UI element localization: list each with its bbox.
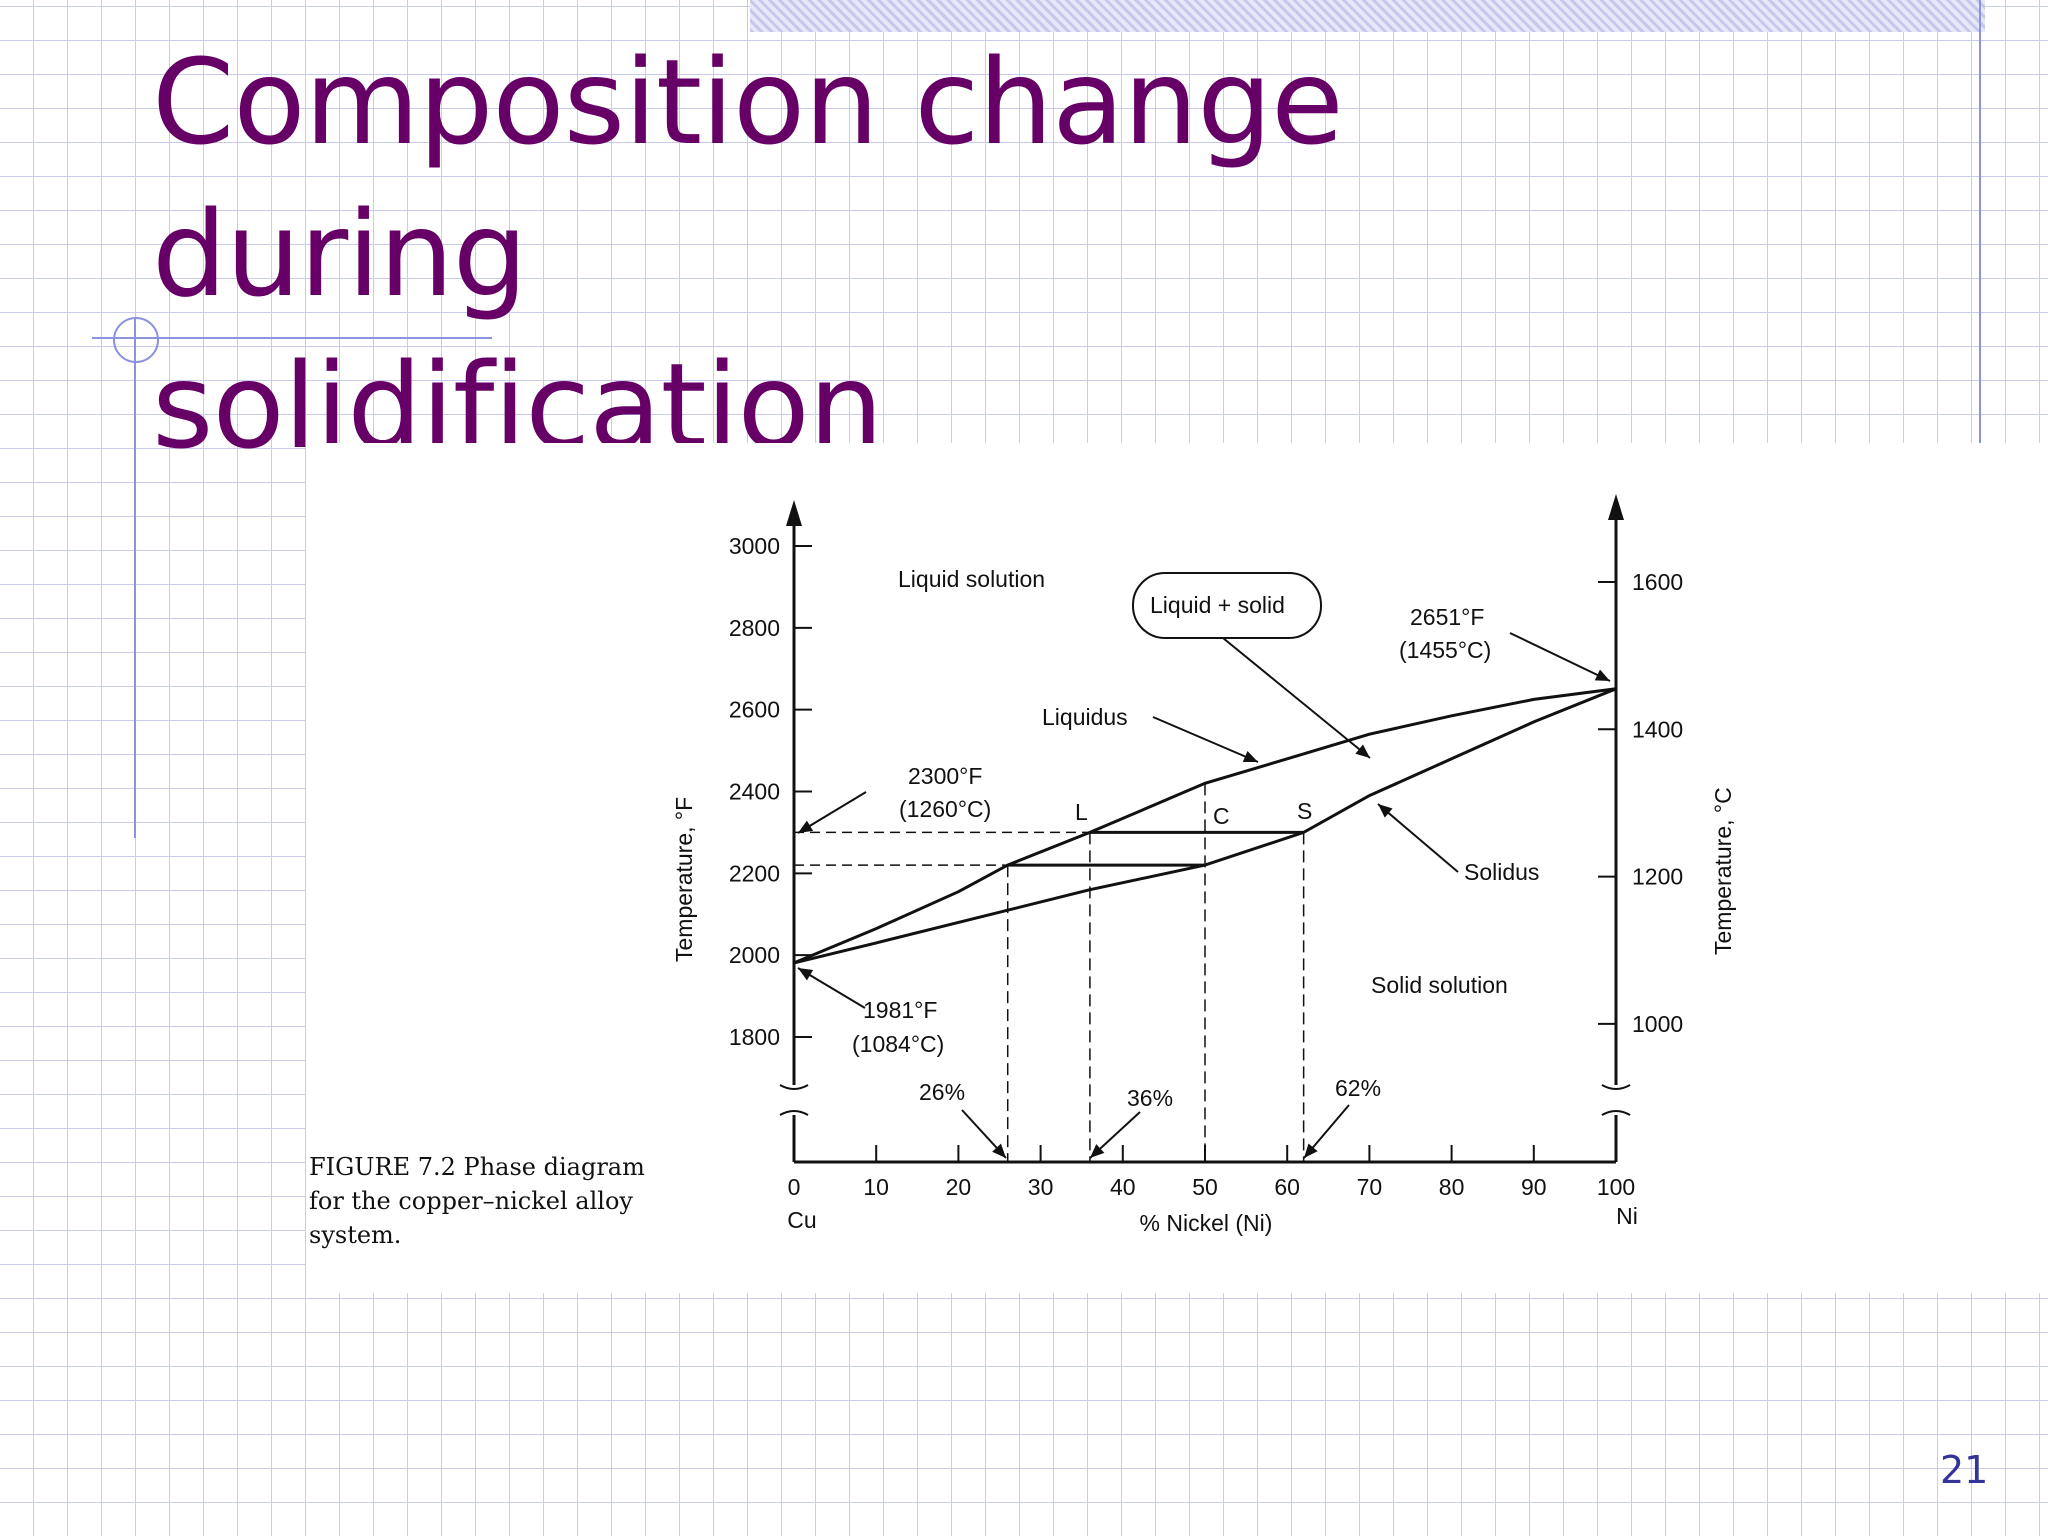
point-label-s: S (1297, 798, 1312, 824)
annotation-leader-line (1222, 637, 1371, 759)
series-line-liquidus (793, 687, 1617, 965)
y-tick-label-right: 1000 (1632, 1011, 1683, 1037)
x-tick-label: 100 (1597, 1174, 1635, 1200)
region-label-solid: Solid solution (1371, 972, 1508, 998)
y-tick-label-left: 1800 (729, 1024, 780, 1050)
annotation-pct62: 62% (1335, 1075, 1381, 1101)
x-tick-label: 90 (1521, 1174, 1547, 1200)
arrowhead-icon (1594, 669, 1610, 681)
region-label-liquid: Liquid solution (898, 566, 1045, 592)
axis-break-icon (779, 1084, 809, 1116)
annotation-2300-c: (1260°C) (899, 796, 991, 822)
y-axis-label-right: Temperature, °C (1710, 787, 1736, 955)
axis-break-icon (1601, 1084, 1631, 1116)
decoration-line-left (134, 318, 136, 838)
y-tick-label-left: 2800 (729, 615, 780, 641)
slide-title: Composition change during solidification (152, 26, 1752, 482)
arrowhead-icon (1355, 744, 1370, 758)
x-tick-label: 20 (946, 1174, 972, 1200)
arrow-up-icon (1608, 494, 1624, 520)
y-axis-label-left: Temperature, °F (671, 797, 697, 962)
slide-title-line1: Composition change during (152, 33, 1344, 323)
annotation-cu-melt-f: 1981°F (863, 997, 937, 1023)
x-tick-label: 30 (1028, 1174, 1054, 1200)
arrowhead-icon (1242, 750, 1258, 762)
annotation-ni-melt-c: (1455°C) (1399, 637, 1491, 663)
annotation-2300-f: 2300°F (908, 763, 982, 789)
arrowhead-icon (798, 820, 814, 833)
arrowhead-icon (798, 968, 814, 981)
x-tick-label: 50 (1192, 1174, 1218, 1200)
figure-caption: FIGURE 7.2 Phase diagram for the copper–… (309, 1153, 645, 1249)
y-tick-label-left: 2600 (729, 697, 780, 723)
x-end-label-ni: Ni (1616, 1203, 1638, 1229)
x-tick-label: 0 (788, 1174, 801, 1200)
annotation-leader-line (1152, 716, 1259, 763)
annotation-leader-line (1377, 803, 1459, 873)
region-label-liquid-solid: Liquid + solid (1150, 592, 1285, 618)
decoration-circle-icon (113, 317, 159, 363)
x-end-label-cu: Cu (787, 1207, 816, 1233)
annotation-pct36: 36% (1127, 1085, 1173, 1111)
annotation-cu-melt-c: (1084°C) (852, 1031, 944, 1057)
x-tick-label: 60 (1274, 1174, 1300, 1200)
point-label-c: C (1213, 803, 1230, 829)
y-tick-label-right: 1200 (1632, 864, 1683, 890)
annotation-leader-line (1509, 632, 1611, 682)
point-label-l: L (1075, 799, 1088, 825)
liquid-solid-label-box (1132, 572, 1322, 639)
arrow-up-icon (786, 500, 802, 526)
decoration-line-right (1979, 0, 1981, 528)
annotation-ni-melt-f: 2651°F (1410, 604, 1484, 630)
y-tick-label-left: 2000 (729, 942, 780, 968)
title-decoration-bar (750, 0, 1985, 32)
x-axis-label: % Nickel (Ni) (1140, 1210, 1273, 1236)
x-tick-label: 80 (1439, 1174, 1465, 1200)
x-tick-label: 40 (1110, 1174, 1136, 1200)
y-tick-label-right: 1600 (1632, 569, 1683, 595)
page-number: 21 (1940, 1448, 1989, 1492)
y-tick-label-left: 2200 (729, 860, 780, 886)
annotation-pct26: 26% (919, 1079, 965, 1105)
figure-panel (306, 443, 2048, 1293)
arrowhead-icon (1090, 1144, 1105, 1158)
y-tick-label-left: 2400 (729, 779, 780, 805)
arrowhead-icon (1304, 1143, 1318, 1158)
y-tick-label-right: 1400 (1632, 716, 1683, 742)
x-tick-label: 70 (1357, 1174, 1383, 1200)
y-tick-label-left: 3000 (729, 533, 780, 559)
annotation-liquidus: Liquidus (1042, 704, 1128, 730)
x-tick-label: 10 (863, 1174, 889, 1200)
arrowhead-icon (992, 1143, 1006, 1158)
arrowhead-icon (1378, 804, 1393, 818)
decoration-line-horizontal (92, 337, 492, 339)
annotation-solidus: Solidus (1464, 859, 1539, 885)
